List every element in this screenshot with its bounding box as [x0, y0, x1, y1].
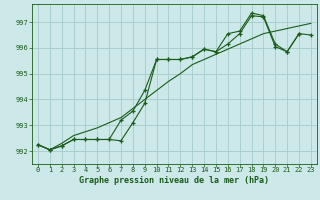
X-axis label: Graphe pression niveau de la mer (hPa): Graphe pression niveau de la mer (hPa)	[79, 176, 269, 185]
